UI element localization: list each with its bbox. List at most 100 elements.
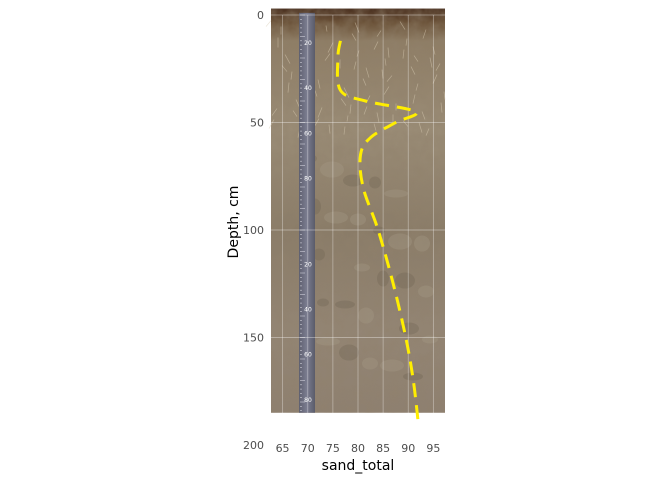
soil-clod <box>320 161 344 178</box>
soil-clod <box>350 213 366 226</box>
soil-clod <box>317 298 329 307</box>
soil-clod <box>388 233 412 250</box>
root-streak <box>327 42 334 53</box>
tape-label: 80 <box>304 397 312 404</box>
soil-clod <box>403 372 423 381</box>
root-streak <box>366 95 371 102</box>
root-streak <box>328 124 331 134</box>
x-axis-title: sand_total <box>322 458 395 474</box>
root-streak <box>325 25 328 32</box>
root-streak <box>421 111 426 120</box>
root-streak <box>383 86 390 95</box>
soil-clod <box>362 357 378 370</box>
tape-label: 20 <box>304 261 312 268</box>
root-streak <box>402 49 405 59</box>
root-streak <box>373 41 379 50</box>
root-streak <box>351 33 357 41</box>
root-streak <box>440 102 443 113</box>
soil-clod <box>369 176 381 189</box>
measuring-tape <box>299 12 315 413</box>
root-streak <box>425 128 430 136</box>
root-streak <box>317 107 323 118</box>
x-tick-label: 75 <box>326 442 340 455</box>
root-streak <box>422 29 427 39</box>
root-streak <box>343 87 350 98</box>
soil-clod <box>313 248 325 261</box>
root-streak <box>353 61 357 70</box>
root-streak <box>281 65 288 72</box>
y-tick-label: 200 <box>243 439 264 452</box>
root-streak <box>354 22 360 33</box>
root-streak <box>376 112 380 123</box>
soil-clod <box>358 307 374 324</box>
root-streak <box>343 126 346 135</box>
root-streak <box>399 21 406 30</box>
root-streak <box>363 106 368 115</box>
soil-profile-photo: 20 40 60 80 20 40 60 80 <box>265 8 446 413</box>
x-tick-label: 90 <box>401 442 415 455</box>
grid-lines <box>270 14 446 446</box>
soil-clod <box>418 285 434 298</box>
root-streak <box>405 38 408 46</box>
root-streak <box>386 75 393 82</box>
series-layer <box>335 40 420 424</box>
x-tick-label: 65 <box>276 442 290 455</box>
root-streak <box>410 66 416 75</box>
root-streak <box>432 46 436 55</box>
series-line-sand-total <box>335 40 420 424</box>
y-tick-label: 100 <box>243 224 264 237</box>
tape-label: 40 <box>304 85 312 92</box>
root-streak <box>324 53 331 61</box>
root-streak <box>314 118 320 126</box>
root-streak <box>365 67 370 78</box>
soil-clod <box>377 270 389 287</box>
root-streak <box>413 55 419 62</box>
root-streak <box>292 110 298 117</box>
root-streak <box>284 54 291 64</box>
root-streak <box>287 82 290 93</box>
x-tick-label: 95 <box>426 442 440 455</box>
root-streak <box>290 71 293 80</box>
root-streak <box>412 94 416 104</box>
y-tick-label: 150 <box>243 332 264 345</box>
soil-clod <box>324 211 348 224</box>
y-tick-label: 50 <box>250 117 264 130</box>
soil-clod <box>343 174 363 187</box>
soil-clod <box>422 335 438 344</box>
soil-clod <box>335 300 355 309</box>
soil-clod <box>395 272 415 289</box>
soil-clod <box>380 359 404 372</box>
root-streak <box>418 122 423 133</box>
root-streak <box>356 50 360 57</box>
tape-label: 60 <box>304 352 312 359</box>
tape-label: 60 <box>304 130 312 137</box>
root-streak <box>340 98 347 106</box>
root-streak <box>376 30 382 37</box>
soil-clod <box>373 226 385 235</box>
tape-label: 40 <box>304 307 312 314</box>
root-streak <box>373 123 377 131</box>
root-streak <box>432 74 438 84</box>
y-axis-title: Depth, cm <box>226 186 242 259</box>
soil-clod <box>339 344 359 361</box>
root-streak <box>346 115 349 122</box>
x-tick-label: 70 <box>301 442 315 455</box>
y-tick-label: 0 <box>257 9 264 22</box>
soil-clod <box>414 235 430 252</box>
root-streak <box>349 104 352 114</box>
soil-clod <box>316 337 340 346</box>
root-streak <box>435 63 441 71</box>
root-streak <box>415 83 419 91</box>
root-streak <box>429 57 433 68</box>
root-streak <box>268 119 275 129</box>
root-streak <box>387 47 390 58</box>
tape-label: 80 <box>304 175 312 182</box>
root-streak <box>381 69 384 79</box>
tape-label: 20 <box>304 40 312 47</box>
root-streak <box>443 91 446 100</box>
root-streak <box>314 90 318 97</box>
soil-clod <box>384 189 408 198</box>
root-streak <box>384 58 387 66</box>
root-streak <box>271 108 278 116</box>
